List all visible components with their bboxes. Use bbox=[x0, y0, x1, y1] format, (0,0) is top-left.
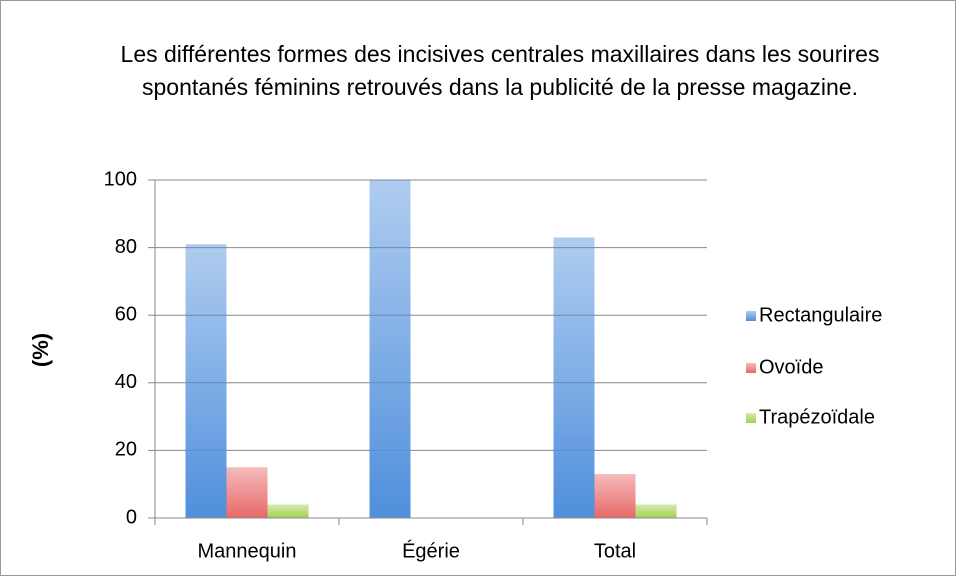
legend-swatch bbox=[746, 363, 756, 373]
bar bbox=[594, 474, 636, 518]
bar bbox=[635, 504, 677, 518]
y-tick-label: 60 bbox=[115, 303, 137, 325]
y-axis-label: (%) bbox=[28, 333, 53, 367]
legend-label: Ovoïde bbox=[759, 356, 823, 378]
bar bbox=[226, 467, 268, 518]
legend-swatch bbox=[746, 311, 756, 321]
y-tick-label: 100 bbox=[104, 168, 137, 190]
legend-swatch bbox=[746, 413, 756, 423]
x-tick-label: Total bbox=[594, 540, 636, 562]
y-tick-label: 0 bbox=[126, 506, 137, 528]
y-tick-label: 40 bbox=[115, 371, 137, 393]
chart-title: Les différentes formes des incisives cen… bbox=[120, 41, 880, 100]
legend-label: Rectangulaire bbox=[759, 304, 882, 326]
bar bbox=[185, 244, 227, 518]
legend-label: Trapézoïdale bbox=[759, 406, 875, 428]
x-tick-label: Égérie bbox=[402, 539, 460, 562]
bar bbox=[369, 180, 411, 518]
x-tick-label: Mannequin bbox=[198, 540, 297, 562]
y-tick-label: 20 bbox=[115, 439, 137, 461]
y-tick-label: 80 bbox=[115, 236, 137, 258]
bar bbox=[553, 237, 595, 518]
bar bbox=[267, 504, 309, 518]
